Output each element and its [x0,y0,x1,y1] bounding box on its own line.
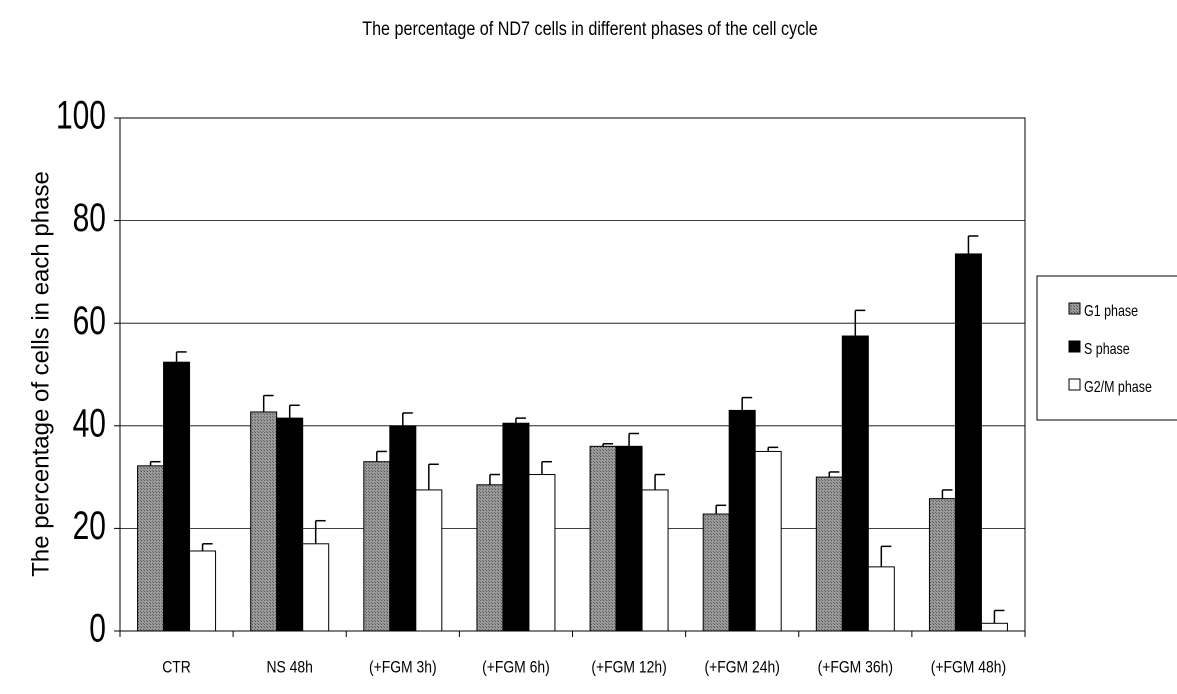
bar [363,461,391,632]
bar [815,476,843,632]
bar [389,425,417,632]
bar [728,409,756,632]
x-tick-label: NS 48h [266,658,312,677]
bar [615,445,643,632]
bar [867,566,895,632]
legend-label: G1 phase [1084,303,1138,321]
x-tick-label: (+FGM 12h) [591,658,666,677]
bar [841,335,869,632]
y-tick-label: 60 [73,299,106,343]
chart-title: The percentage of ND7 cells in different… [362,18,818,40]
x-tick-label: (+FGM 48h) [931,658,1006,677]
bar [302,543,330,632]
bar [276,417,304,632]
legend-swatch [1068,340,1081,353]
bar [415,489,443,632]
bar [502,422,530,632]
bar [476,484,504,632]
x-tick-label: (+FGM 24h) [704,658,779,677]
bar [928,498,956,632]
bar [980,622,1008,632]
bar [754,450,782,632]
y-tick-label: 40 [73,401,106,445]
x-tick-label: CTR [162,658,191,677]
bar [189,550,217,632]
y-tick-label: 20 [73,504,106,548]
y-tick-label: 0 [89,606,106,650]
bar [954,253,982,632]
legend-swatch [1068,378,1081,391]
bar [702,513,730,632]
legend-swatch [1068,302,1081,315]
bar [137,465,165,632]
legend-label: G2/M phase [1084,379,1152,397]
bar [250,411,278,632]
y-tick-label: 80 [73,196,106,240]
y-axis-label: The percentage of cells in each phase [27,171,54,577]
x-tick-label: (+FGM 6h) [482,658,550,677]
y-tick-label: 100 [56,93,106,137]
bar [641,489,669,632]
bar [589,445,617,632]
bar [163,361,191,632]
bar [528,474,556,632]
x-tick-label: (+FGM 36h) [818,658,893,677]
legend-label: S phase [1084,341,1130,359]
legend-box [1036,275,1177,421]
x-tick-label: (+FGM 3h) [369,658,437,677]
